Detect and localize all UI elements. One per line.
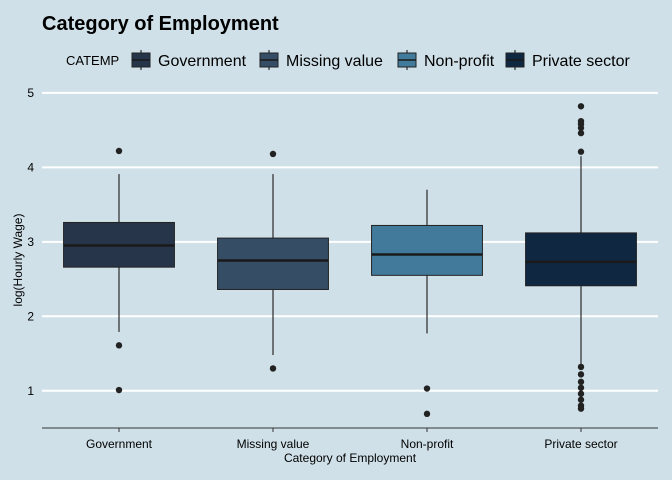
outlier-point [423, 385, 431, 392]
outlier-point [577, 363, 585, 371]
legend-item: Government [131, 50, 247, 70]
legend-label: Private sector [532, 53, 630, 70]
y-axis-title: log(Hourly Wage) [11, 214, 25, 307]
outlier-point [269, 365, 277, 372]
chart-title: Category of Employment [42, 13, 279, 35]
outlier-point [577, 390, 585, 397]
outlier-point [577, 378, 585, 386]
y-tick-label: 5 [27, 86, 34, 100]
legend-item: Non-profit [397, 50, 495, 70]
outlier-point [269, 150, 277, 158]
box-iqr [371, 224, 483, 276]
outlier-point [577, 103, 585, 110]
outlier-point [577, 384, 585, 391]
y-tick-label: 3 [27, 235, 34, 249]
box-non-profit [371, 189, 483, 418]
x-tick-label: Missing value [237, 437, 310, 451]
x-axis-title: Category of Employment [284, 451, 417, 465]
outlier-point [577, 402, 585, 409]
legend-label: Missing value [286, 53, 383, 70]
legend-item: Missing value [259, 50, 383, 70]
legend-item: Private sector [505, 50, 630, 70]
box-missing-value [217, 150, 329, 372]
outlier-point [577, 396, 585, 403]
outlier-point [423, 410, 431, 418]
box-iqr [525, 232, 637, 287]
box-private-sector [525, 103, 637, 412]
legend-label: Non-profit [424, 53, 495, 70]
legend-label: Government [158, 53, 247, 70]
x-tick-label: Private sector [544, 437, 617, 451]
outlier-point [577, 117, 585, 125]
x-tick-label: Government [86, 437, 153, 451]
outlier-point [115, 147, 123, 155]
y-tick-label: 2 [27, 309, 34, 323]
box-government [63, 147, 175, 394]
legend-title: CATEMP [66, 53, 119, 68]
outlier-point [577, 371, 585, 378]
x-tick-label: Non-profit [401, 437, 454, 451]
outlier-point [577, 148, 585, 155]
boxes [63, 103, 637, 418]
y-tick-label: 4 [27, 160, 34, 174]
y-tick-label: 1 [27, 384, 34, 398]
outlier-point [577, 129, 585, 137]
box-iqr [217, 237, 329, 290]
outlier-point [115, 342, 123, 349]
axes: 1 2 3 4 5 Government Missing value Non-profit Pr… [27, 86, 658, 451]
legend: CATEMP Government Missing value Non-profit… [66, 50, 630, 70]
outlier-point [115, 386, 123, 394]
